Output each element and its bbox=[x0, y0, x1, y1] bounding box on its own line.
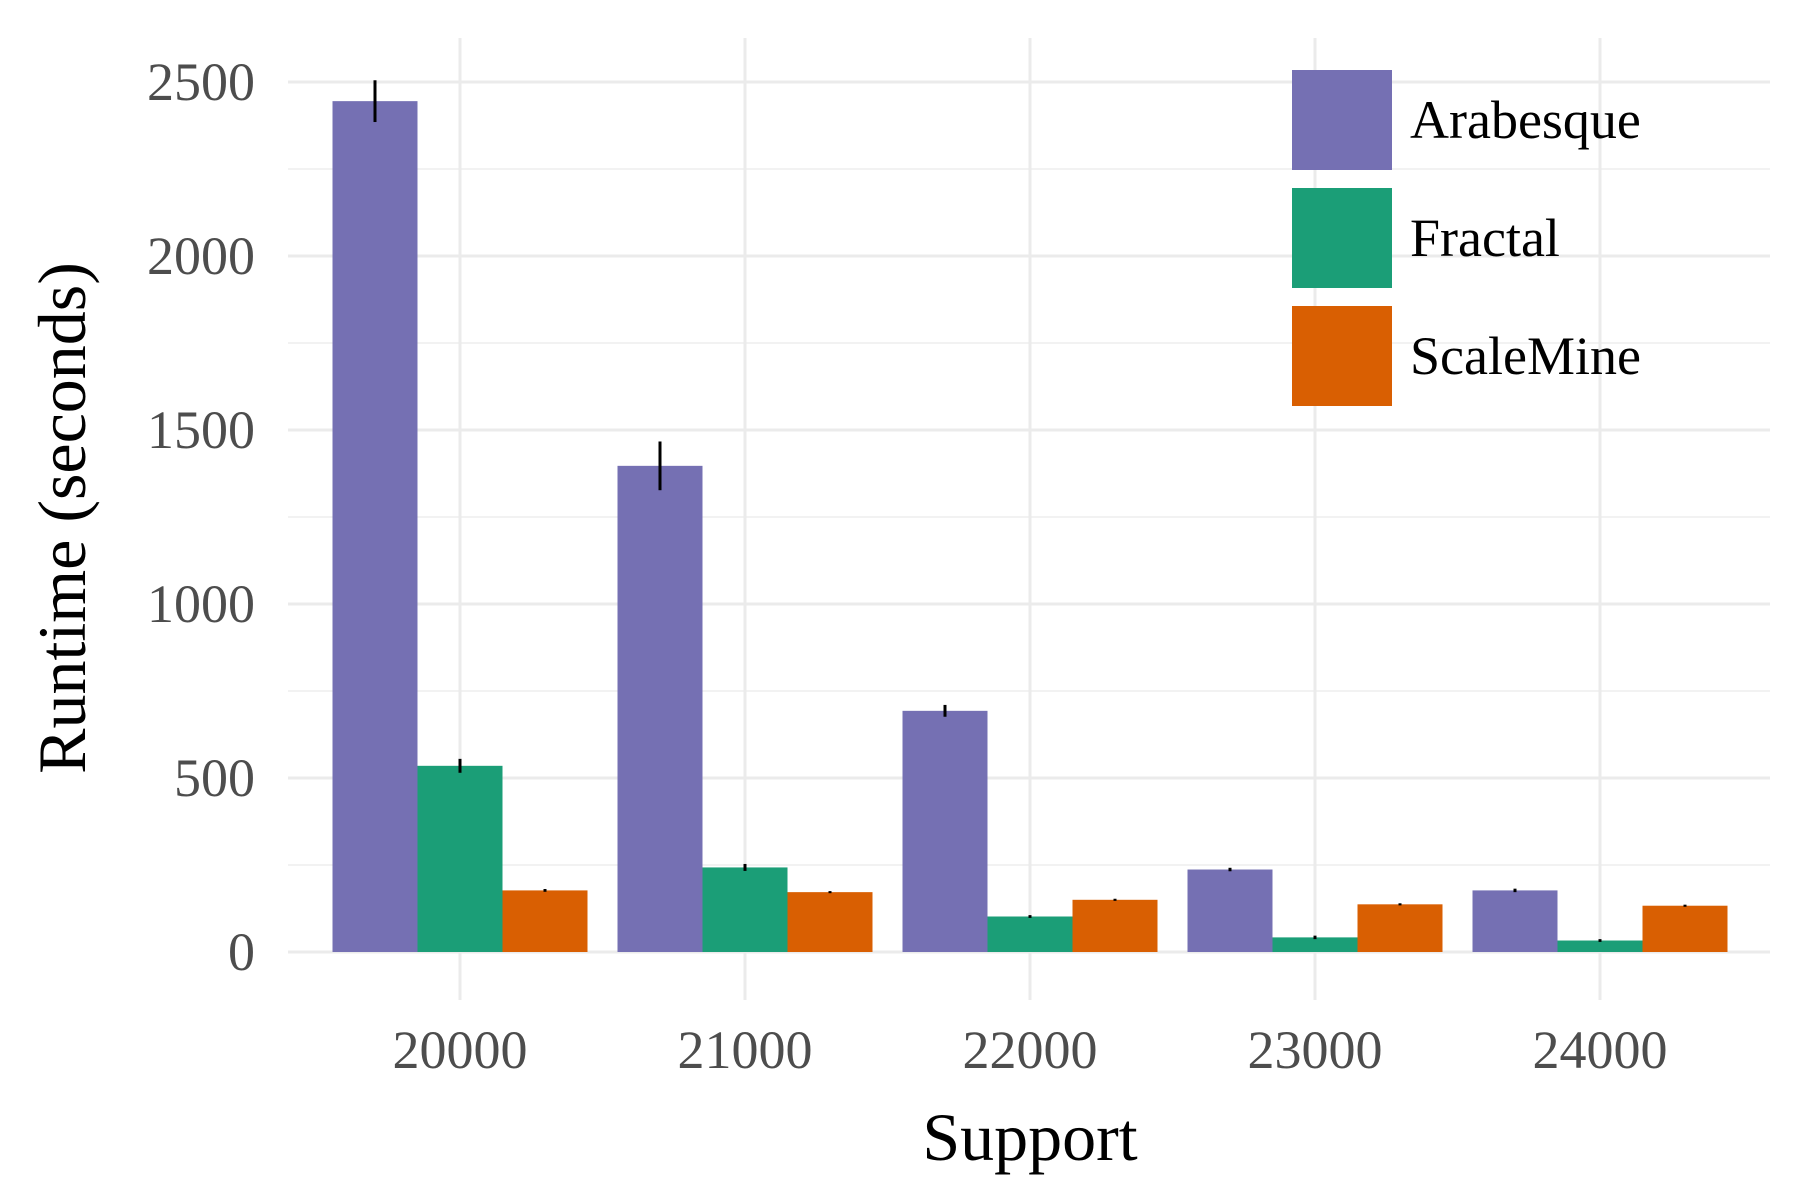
legend-key-scalemine bbox=[1292, 306, 1392, 406]
bar-scalemine-23000 bbox=[1358, 904, 1443, 952]
bar-scalemine-20000 bbox=[503, 890, 588, 952]
grid bbox=[288, 38, 1770, 1000]
bar-scalemine-21000 bbox=[788, 892, 873, 952]
bar-fractal-20000 bbox=[418, 766, 503, 952]
bar-fractal-23000 bbox=[1273, 937, 1358, 952]
bar-arabesque-22000 bbox=[903, 711, 988, 952]
y-tick-label: 1500 bbox=[147, 400, 255, 460]
x-tick-label: 23000 bbox=[1248, 1020, 1383, 1080]
bar-scalemine-22000 bbox=[1073, 900, 1158, 952]
x-tick-label: 22000 bbox=[963, 1020, 1098, 1080]
bar-arabesque-21000 bbox=[618, 466, 703, 952]
y-tick-label: 2000 bbox=[147, 226, 255, 286]
x-tick-label: 20000 bbox=[393, 1020, 528, 1080]
bar-arabesque-20000 bbox=[333, 101, 418, 952]
bar-fractal-22000 bbox=[988, 917, 1073, 952]
legend-label-arabesque: Arabesque bbox=[1410, 90, 1641, 150]
bar-fractal-21000 bbox=[703, 867, 788, 952]
legend: Arabesque Fractal ScaleMine bbox=[1292, 70, 1641, 406]
y-axis-title: Runtime (seconds) bbox=[24, 262, 100, 774]
bar-arabesque-23000 bbox=[1188, 870, 1273, 952]
legend-label-fractal: Fractal bbox=[1410, 208, 1560, 268]
y-tick-label: 1000 bbox=[147, 574, 255, 634]
x-axis-title: Support bbox=[922, 1099, 1137, 1175]
y-tick-label: 2500 bbox=[147, 52, 255, 112]
y-tick-label: 0 bbox=[228, 922, 255, 982]
legend-label-scalemine: ScaleMine bbox=[1410, 326, 1641, 386]
y-axis-ticks: 0 500 1000 1500 2000 2500 bbox=[147, 52, 255, 982]
x-tick-label: 21000 bbox=[678, 1020, 813, 1080]
bar-scalemine-24000 bbox=[1643, 906, 1728, 952]
bar-fractal-24000 bbox=[1558, 941, 1643, 952]
x-tick-label: 24000 bbox=[1533, 1020, 1668, 1080]
legend-key-arabesque bbox=[1292, 70, 1392, 170]
y-tick-label: 500 bbox=[174, 748, 255, 808]
bar-arabesque-24000 bbox=[1473, 890, 1558, 952]
x-axis-ticks: 20000 21000 22000 23000 24000 bbox=[393, 1020, 1668, 1080]
legend-key-fractal bbox=[1292, 188, 1392, 288]
